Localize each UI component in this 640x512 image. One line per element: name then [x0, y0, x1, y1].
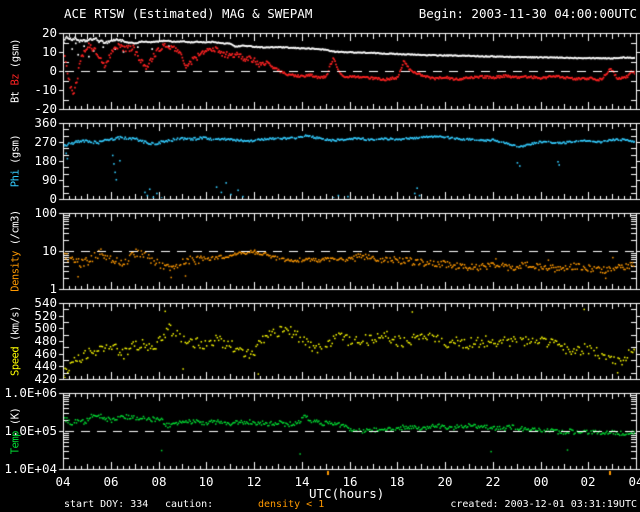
- y-axis-label-part: (K): [9, 407, 22, 426]
- x-tick-label-14-5: 14: [294, 474, 310, 489]
- y-tick-label-phi-360: 360: [34, 115, 57, 130]
- y-tick-label-speed-500: 500: [34, 320, 57, 335]
- y-tick-label-density-1: 1: [49, 281, 57, 296]
- y-tick-label-phi-90: 90: [41, 172, 57, 187]
- y-axis-label-part: (gsm): [9, 134, 22, 164]
- y-axis-label-density: Density (/cm3): [2, 210, 30, 292]
- y-tick-label-density-10: 10: [41, 243, 57, 258]
- y-tick-label-speed-480: 480: [34, 333, 57, 348]
- y-tick-label-density-100: 100: [34, 205, 57, 220]
- y-axis-label-part: (gsm): [9, 38, 22, 69]
- y-tick-label-mag--10: -10: [34, 82, 57, 97]
- y-axis-label-text-speed: Speed (km/s): [9, 306, 22, 376]
- y-tick-label-mag-20: 20: [41, 25, 57, 40]
- y-tick-label-phi-180: 180: [34, 153, 57, 168]
- y-axis-label-text-mag: Bt Bz (gsm): [9, 38, 22, 104]
- y-axis-label-part: Phi: [9, 163, 22, 188]
- footer-start-doy: start DOY: 334: [64, 499, 149, 510]
- x-tick-label-08-2: 08: [151, 474, 167, 489]
- y-tick-label-mag-0: 0: [49, 63, 57, 78]
- y-tick-label-temp-1.0E+04: 1.0E+04: [4, 461, 57, 476]
- y-tick-label-speed-420: 420: [34, 371, 57, 386]
- x-tick-label-04-0: 04: [55, 474, 71, 489]
- x-tick-label-06-1: 06: [103, 474, 119, 489]
- y-axis-label-text-temp: Temp (K): [9, 407, 22, 455]
- x-tick-label-16-6: 16: [342, 474, 358, 489]
- y-axis-label-part: Bt: [9, 85, 22, 104]
- y-axis-label-temp: Temp (K): [2, 393, 30, 469]
- x-tick-label-12-4: 12: [246, 474, 262, 489]
- x-tick-label-18-7: 18: [389, 474, 405, 489]
- y-axis-label-part: (/cm3): [9, 210, 22, 246]
- footer-created-timestamp: created: 2003-12-01 03:31:19UTC: [450, 499, 637, 510]
- y-tick-label-mag--20: -20: [34, 101, 57, 116]
- y-axis-label-text-density: Density (/cm3): [9, 210, 22, 292]
- plot-title: ACE RTSW (Estimated) MAG & SWEPAM: [64, 6, 313, 21]
- footer-caution-value: density < 1: [258, 499, 325, 510]
- x-tick-label-02-11: 02: [580, 474, 596, 489]
- y-tick-label-temp-1.0E+06: 1.0E+06: [4, 385, 57, 400]
- y-tick-label-phi-270: 270: [34, 134, 57, 149]
- y-tick-label-phi-0: 0: [49, 191, 57, 206]
- x-tick-label-20-8: 20: [437, 474, 453, 489]
- x-axis-label: UTC(hours): [309, 486, 385, 501]
- begin-timestamp: Begin: 2003-11-30 04:00:00UTC: [418, 6, 637, 21]
- y-axis-label-text-phi: Phi (gsm): [9, 134, 22, 188]
- y-tick-label-temp-1.0E+05: 1.0E+05: [4, 423, 57, 438]
- x-tick-label-00-10: 00: [533, 474, 549, 489]
- y-tick-label-speed-460: 460: [34, 346, 57, 361]
- y-axis-label-part: Bz: [9, 68, 22, 86]
- y-axis-label-part: Speed: [9, 341, 22, 376]
- y-axis-label-mag: Bt Bz (gsm): [2, 33, 30, 109]
- x-tick-label-04-12: 04: [628, 474, 640, 489]
- y-tick-label-speed-540: 540: [34, 295, 57, 310]
- y-axis-label-part: (km/s): [9, 306, 22, 341]
- y-tick-label-speed-440: 440: [34, 358, 57, 373]
- x-tick-label-22-9: 22: [485, 474, 501, 489]
- y-axis-label-part: Temp: [9, 425, 22, 455]
- y-axis-label-phi: Phi (gsm): [2, 123, 30, 199]
- footer-caution-label: caution:: [165, 499, 214, 510]
- y-tick-label-speed-520: 520: [34, 308, 57, 323]
- x-tick-label-10-3: 10: [198, 474, 214, 489]
- y-tick-label-mag-10: 10: [41, 44, 57, 59]
- y-axis-label-part: Density: [9, 245, 22, 292]
- y-axis-label-speed: Speed (km/s): [2, 303, 30, 379]
